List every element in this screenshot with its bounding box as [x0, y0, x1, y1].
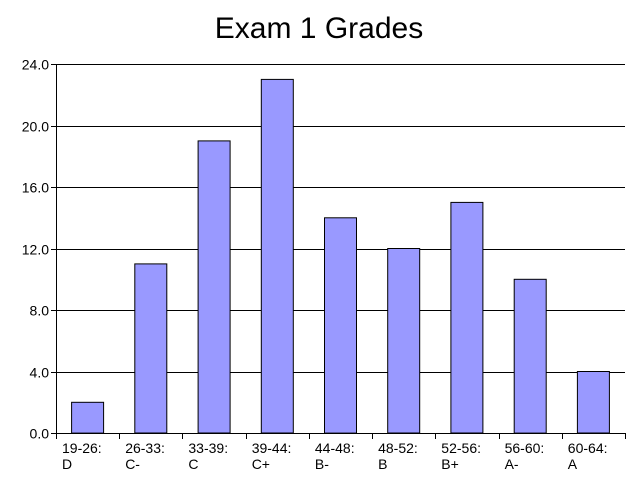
y-tick-label: 8.0	[30, 303, 50, 319]
x-tick-label-line: 56-60:	[505, 440, 545, 456]
x-tick-label: 52-56: B+	[441, 440, 481, 472]
y-tick-label: 0.0	[30, 426, 50, 442]
x-tick-label: 48-52: B	[378, 440, 418, 472]
y-tick-label: 12.0	[22, 242, 49, 258]
x-tick-label-line: B-	[315, 456, 329, 472]
bar	[387, 248, 421, 434]
x-tick-label-line: A-	[505, 456, 519, 472]
bar	[324, 217, 357, 434]
bar	[134, 263, 168, 434]
bar	[576, 371, 610, 434]
x-tick-label: 56-60: A-	[505, 440, 545, 472]
x-tick-label: 26-33: C-	[125, 440, 165, 472]
x-tick-label-line: 19-26:	[62, 440, 102, 456]
x-tick-label-line: D	[62, 456, 72, 472]
x-tick-label-line: 39-44:	[252, 440, 292, 456]
x-tick-label-line: 26-33:	[125, 440, 165, 456]
bar	[197, 140, 231, 434]
x-tick-label: 33-39: C	[188, 440, 228, 472]
x-tick-label-line: C+	[252, 456, 270, 472]
y-tick-label: 16.0	[22, 180, 49, 196]
x-tick-label-line: 48-52:	[378, 440, 418, 456]
chart-title: Exam 1 Grades	[215, 12, 423, 45]
x-tick-label-line: B	[378, 456, 387, 472]
axes	[51, 64, 626, 439]
bar	[260, 78, 294, 434]
x-tick-label-line: 33-39:	[188, 440, 228, 456]
x-tick-label-line: C-	[125, 456, 140, 472]
x-tick-label-line: B+	[441, 456, 459, 472]
x-tick-label-line: 52-56:	[441, 440, 481, 456]
y-tick-label: 20.0	[22, 119, 49, 135]
bars	[71, 78, 610, 434]
bar	[450, 201, 484, 434]
y-tick-label: 24.0	[22, 57, 49, 73]
bar	[71, 401, 105, 434]
x-tick-label: 60-64: A	[568, 440, 608, 472]
x-tick-label: 19-26: D	[62, 440, 102, 472]
y-tick-label: 4.0	[30, 365, 50, 381]
x-tick-labels: 19-26: D 26-33: C- 33-39: C 39-44: C+ 44-48: B- 48…	[62, 440, 608, 472]
x-tick-label-line: C	[188, 456, 198, 472]
x-tick-label-line: A	[568, 456, 578, 472]
x-tick-label: 44-48: B-	[315, 440, 355, 472]
bar	[513, 278, 547, 434]
x-tick-label-line: 60-64:	[568, 440, 608, 456]
y-tick-labels: 0.0 4.0 8.0 12.0 16.0 20.0 24.0	[22, 57, 49, 442]
x-tick-label: 39-44: C+	[252, 440, 292, 472]
x-tick-label-line: 44-48:	[315, 440, 355, 456]
